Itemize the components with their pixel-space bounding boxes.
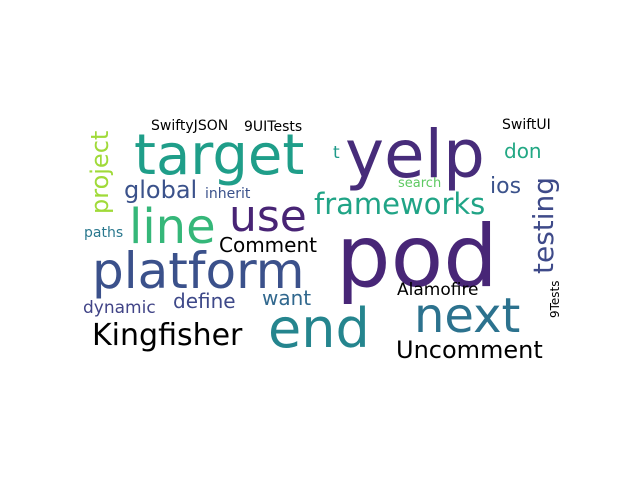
word-alamofire: Alamofire xyxy=(397,280,479,300)
word-want: want xyxy=(262,286,312,310)
word-comment: Comment xyxy=(219,233,317,257)
word-uncomment: Uncomment xyxy=(396,336,543,364)
word-don: don xyxy=(504,139,542,163)
word-paths: paths xyxy=(84,225,124,241)
word-next: next xyxy=(414,288,521,344)
word-pod: pod xyxy=(336,207,498,307)
word-end: end xyxy=(268,297,370,360)
word-frameworks: frameworks xyxy=(314,187,486,221)
word-use: use xyxy=(229,191,307,242)
word-swiftyjson: SwiftyJSON xyxy=(151,118,229,134)
word-inherit: inherit xyxy=(205,186,251,202)
word-9tests: 9Tests xyxy=(548,280,562,318)
word-global: global xyxy=(124,176,198,204)
word-swiftui: SwiftUI xyxy=(502,117,551,133)
word-dynamic: dynamic xyxy=(83,298,156,318)
word-project: project xyxy=(86,130,114,214)
word-platform: platform xyxy=(92,242,305,300)
word-kingfisher: Kingfisher xyxy=(92,318,243,353)
word-t: t xyxy=(333,143,340,163)
word-search: search xyxy=(398,176,442,191)
word-target: target xyxy=(134,123,305,188)
word-9uitests: 9UITests xyxy=(244,119,303,135)
word-testing: testing xyxy=(527,176,560,274)
word-line: line xyxy=(129,199,216,255)
word-ios: ios xyxy=(490,174,522,199)
word-define: define xyxy=(173,289,236,313)
word-yelp: yelp xyxy=(345,116,485,193)
